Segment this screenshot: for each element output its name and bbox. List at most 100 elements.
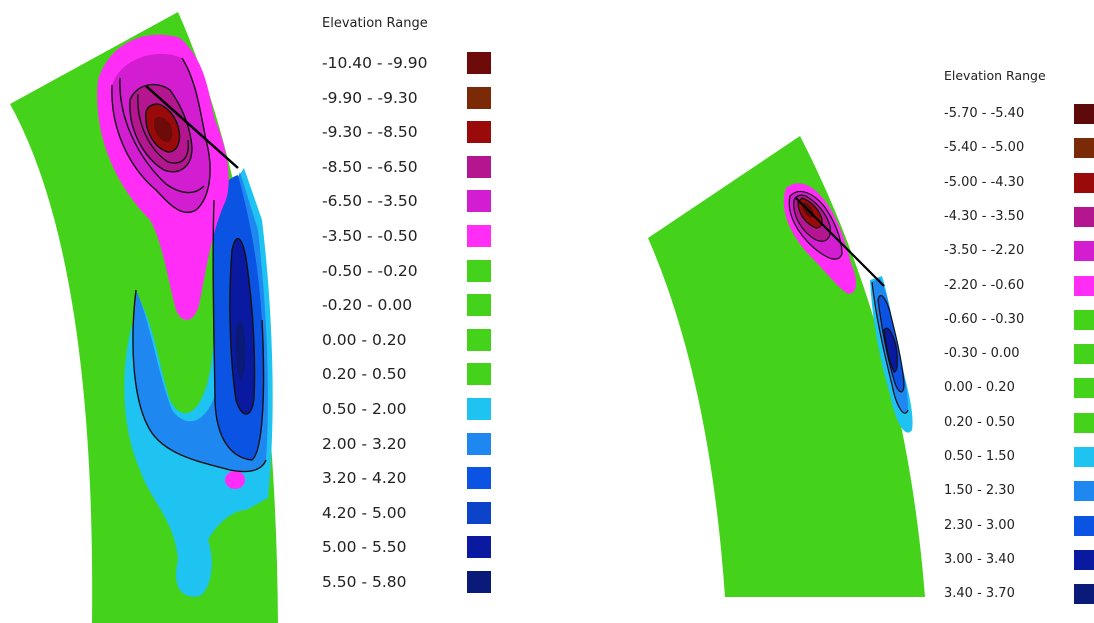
legend-label: 1.50 - 2.30 — [944, 483, 1015, 499]
legend-label: -4.30 - -3.50 — [944, 208, 1025, 224]
legend-swatch — [1074, 138, 1094, 159]
legend-row: 1.50 - 2.30 — [944, 481, 1094, 502]
legend-row: -5.40 - -5.00 — [944, 138, 1094, 159]
legend-row: -5.00 - -4.30 — [944, 172, 1094, 193]
legend-row: -8.50 - -6.50 — [322, 155, 491, 178]
legend-swatch — [1074, 206, 1094, 227]
left-legend-title: Elevation Range — [322, 16, 428, 31]
legend-swatch — [467, 536, 491, 559]
legend-swatch — [1074, 481, 1094, 502]
legend-swatch — [467, 52, 491, 74]
legend-label: 0.50 - 1.50 — [944, 449, 1015, 464]
legend-label: -3.50 - -2.20 — [944, 243, 1025, 259]
legend-swatch — [467, 432, 491, 455]
legend-label: -9.30 - -8.50 — [322, 123, 418, 142]
legend-label: -5.40 - -5.00 — [944, 140, 1025, 156]
legend-label: -5.00 - -4.30 — [944, 174, 1025, 190]
legend-swatch — [467, 294, 491, 317]
legend-row: -4.30 - -3.50 — [944, 206, 1094, 227]
legend-row: -0.60 - -0.30 — [944, 309, 1094, 330]
legend-row: 0.20 - 0.50 — [322, 363, 491, 386]
legend-label: -0.50 - -0.20 — [322, 261, 418, 280]
legend-swatch — [1074, 515, 1094, 536]
legend-swatch — [467, 225, 491, 247]
legend-label: -10.40 - -9.90 — [322, 54, 428, 72]
legend-label: -5.70 - -5.40 — [944, 106, 1025, 121]
left-scour-core — [153, 117, 173, 142]
legend-row: 0.50 - 2.00 — [322, 398, 491, 420]
legend-swatch — [1074, 584, 1094, 605]
legend-swatch — [1074, 172, 1094, 193]
legend-label: 5.00 - 5.50 — [322, 538, 407, 557]
legend-swatch — [1074, 344, 1094, 365]
legend-label: -6.50 - -3.50 — [322, 192, 418, 211]
legend-label: 2.30 - 3.00 — [944, 517, 1015, 533]
legend-row: 3.00 - 3.40 — [944, 549, 1094, 570]
legend-swatch — [1074, 275, 1094, 296]
legend-label: -3.50 - -0.50 — [322, 227, 418, 245]
legend-swatch — [1074, 309, 1094, 330]
right-legend: Elevation Range -5.70 - -5.40 -5.40 - -5.… — [944, 68, 1094, 605]
legend-label: 0.00 - 0.20 — [944, 380, 1015, 396]
left-deposition-peak — [235, 320, 246, 380]
legend-row: 3.20 - 4.20 — [322, 467, 491, 490]
legend-label: 0.20 - 0.50 — [944, 414, 1015, 430]
legend-label: 3.40 - 3.70 — [944, 586, 1015, 602]
legend-label: 0.50 - 2.00 — [322, 400, 407, 418]
left-pink-patch — [225, 471, 245, 489]
legend-label: 0.00 - 0.20 — [322, 330, 407, 349]
legend-row: 5.50 - 5.80 — [322, 571, 491, 593]
legend-row: -3.50 - -2.20 — [944, 241, 1094, 262]
legend-row: 0.00 - 0.20 — [944, 378, 1094, 399]
legend-label: 3.20 - 4.20 — [322, 469, 407, 488]
legend-row: -3.50 - -0.50 — [322, 225, 491, 247]
legend-swatch — [467, 155, 491, 178]
legend-row: -10.40 - -9.90 — [322, 52, 491, 74]
legend-label: 4.20 - 5.00 — [322, 503, 407, 522]
legend-label: -0.60 - -0.30 — [944, 311, 1025, 327]
legend-row: -9.90 - -9.30 — [322, 86, 491, 109]
legend-label: 5.50 - 5.80 — [322, 573, 407, 591]
left-structure-line — [145, 85, 239, 169]
legend-row: -5.70 - -5.40 — [944, 104, 1094, 124]
legend-label: -0.20 - 0.00 — [322, 296, 413, 315]
legend-swatch — [1074, 549, 1094, 570]
legend-swatch — [467, 328, 491, 351]
legend-swatch — [1074, 412, 1094, 433]
left-legend: Elevation Range -10.40 - -9.90 -9.90 - -9… — [322, 16, 491, 593]
right-contour-lines — [788, 191, 909, 414]
legend-row: 2.00 - 3.20 — [322, 432, 491, 455]
legend-label: 0.20 - 0.50 — [322, 365, 407, 384]
legend-row: -0.20 - 0.00 — [322, 294, 491, 317]
legend-row: -9.30 - -8.50 — [322, 121, 491, 144]
legend-swatch — [467, 259, 491, 282]
legend-row: 2.30 - 3.00 — [944, 515, 1094, 536]
legend-row: 0.50 - 1.50 — [944, 447, 1094, 467]
legend-swatch — [1074, 378, 1094, 399]
legend-swatch — [467, 467, 491, 490]
legend-row: 5.00 - 5.50 — [322, 536, 491, 559]
legend-row: 4.20 - 5.00 — [322, 501, 491, 524]
legend-row: -6.50 - -3.50 — [322, 190, 491, 213]
legend-swatch — [467, 398, 491, 420]
legend-label: -8.50 - -6.50 — [322, 157, 418, 176]
legend-label: -9.90 - -9.30 — [322, 88, 418, 107]
left-contour-lines — [111, 57, 267, 473]
legend-label: 2.00 - 3.20 — [322, 434, 407, 453]
right-legend-title: Elevation Range — [944, 68, 1046, 83]
legend-row: 0.00 - 0.20 — [322, 328, 491, 351]
legend-row: 3.40 - 3.70 — [944, 584, 1094, 605]
legend-swatch — [1074, 447, 1094, 467]
legend-swatch — [467, 571, 491, 593]
legend-swatch — [467, 121, 491, 144]
legend-swatch — [467, 501, 491, 524]
legend-row: 0.20 - 0.50 — [944, 412, 1094, 433]
legend-swatch — [1074, 241, 1094, 262]
right-structure-line — [795, 197, 885, 287]
legend-row: -0.50 - -0.20 — [322, 259, 491, 282]
legend-label: 3.00 - 3.40 — [944, 551, 1015, 567]
legend-label: -0.30 - 0.00 — [944, 346, 1020, 362]
legend-label: -2.20 - -0.60 — [944, 277, 1025, 293]
